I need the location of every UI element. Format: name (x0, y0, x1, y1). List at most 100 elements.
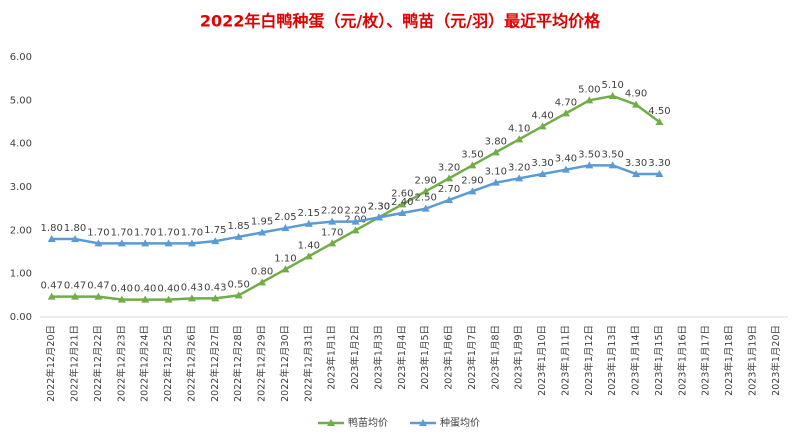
value-label: 1.40 (298, 240, 320, 251)
x-tick-label: 2022年12月21日 (69, 325, 81, 402)
marker (281, 224, 290, 232)
value-label: 2.05 (274, 212, 296, 223)
y-tick-label: 6.00 (10, 52, 32, 63)
legend-label: 种蛋均价 (440, 416, 480, 429)
value-label: 4.10 (508, 123, 530, 134)
x-tick-label: 2023年1月18日 (723, 325, 735, 396)
marker (585, 161, 594, 169)
marker (94, 239, 103, 247)
value-label: 2.40 (391, 197, 413, 208)
marker (561, 109, 570, 117)
marker (561, 165, 570, 173)
x-tick-label: 2023年1月2日 (349, 325, 361, 390)
value-label: 1.70 (157, 227, 179, 238)
value-label: 3.50 (578, 149, 600, 160)
value-label: 4.40 (531, 110, 553, 121)
x-tick-label: 2022年12月20日 (45, 325, 57, 402)
marker (234, 291, 243, 299)
x-tick-label: 2023年1月15日 (653, 325, 665, 396)
value-label: 4.50 (648, 106, 670, 117)
x-tick-label: 2023年1月12日 (583, 325, 595, 396)
x-tick-label: 2023年1月17日 (700, 325, 712, 396)
value-label: 5.10 (602, 80, 624, 91)
marker (585, 96, 594, 104)
marker (117, 295, 126, 303)
x-tick-label: 2023年1月6日 (443, 325, 455, 390)
marker (304, 252, 313, 260)
x-tick-label: 2023年1月11日 (559, 325, 571, 396)
marker (258, 278, 267, 286)
y-tick-label: 2.00 (10, 225, 32, 236)
x-tick-label: 2023年1月14日 (630, 325, 642, 396)
x-tick-label: 2023年1月4日 (396, 325, 408, 390)
x-tick-label: 2023年1月20日 (770, 325, 782, 396)
marker (374, 213, 383, 221)
chart-title: 2022年白鸭种蛋（元/枚）、鸭苗（元/羽）最近平均价格 (200, 12, 601, 31)
marker (211, 294, 220, 302)
value-label: 1.80 (64, 223, 86, 234)
value-label: 2.20 (321, 206, 343, 217)
marker (515, 135, 524, 143)
marker (608, 92, 617, 99)
marker (211, 237, 220, 245)
marker (47, 235, 56, 242)
x-tick-label: 2023年1月3日 (372, 325, 384, 390)
x-tick-label: 2022年12月22日 (92, 325, 104, 402)
marker (187, 294, 196, 302)
x-tick-label: 2023年1月9日 (513, 325, 525, 390)
marker (468, 161, 477, 169)
value-label: 1.75 (204, 225, 226, 236)
marker (491, 148, 500, 156)
value-label: 1.10 (274, 253, 296, 264)
marker (164, 295, 173, 303)
value-label: 0.40 (134, 284, 156, 295)
value-label: 3.20 (508, 162, 530, 173)
marker (608, 161, 617, 169)
marker (71, 292, 80, 300)
y-tick-label: 0.00 (10, 312, 32, 323)
marker (164, 239, 173, 247)
x-tick-label: 2023年1月10日 (536, 325, 548, 396)
x-tick-label: 2023年1月8日 (489, 325, 501, 390)
value-label: 0.40 (157, 284, 179, 295)
marker (351, 217, 360, 225)
legend-label: 鸭苗均价 (348, 416, 388, 429)
y-tick-label: 1.00 (10, 269, 32, 280)
marker (351, 226, 360, 234)
value-label: 0.80 (251, 266, 273, 277)
value-label: 0.47 (41, 281, 63, 292)
value-label: 4.90 (625, 89, 647, 100)
marker (398, 200, 407, 208)
x-tick-label: 2022年12月25日 (162, 325, 174, 402)
value-label: 2.20 (344, 206, 366, 217)
y-tick-label: 4.00 (10, 139, 32, 150)
marker (94, 292, 103, 300)
marker (468, 187, 477, 195)
value-label: 1.70 (321, 227, 343, 238)
value-label: 1.70 (181, 227, 203, 238)
x-tick-label: 2022年12月29日 (256, 325, 268, 402)
marker (655, 170, 664, 177)
x-tick-label: 2022年12月24日 (139, 325, 151, 402)
marker (421, 187, 430, 195)
marker (71, 235, 80, 242)
value-label: 2.30 (368, 201, 390, 212)
value-label: 1.95 (251, 217, 273, 228)
marker (655, 118, 664, 125)
value-label: 3.30 (648, 158, 670, 169)
value-label: 3.40 (555, 154, 577, 165)
marker (328, 217, 337, 225)
marker (117, 239, 126, 247)
marker (258, 228, 267, 236)
value-label: 3.30 (625, 158, 647, 169)
value-label: 2.90 (461, 175, 483, 186)
x-tick-label: 2022年12月30日 (279, 325, 291, 402)
value-label: 2.15 (298, 208, 320, 219)
x-tick-label: 2022年12月26日 (185, 325, 197, 402)
x-tick-label: 2022年12月23日 (115, 325, 127, 402)
x-tick-label: 2023年1月19日 (746, 325, 758, 396)
value-label: 0.43 (181, 282, 203, 293)
marker (281, 265, 290, 273)
value-label: 2.90 (415, 175, 437, 186)
